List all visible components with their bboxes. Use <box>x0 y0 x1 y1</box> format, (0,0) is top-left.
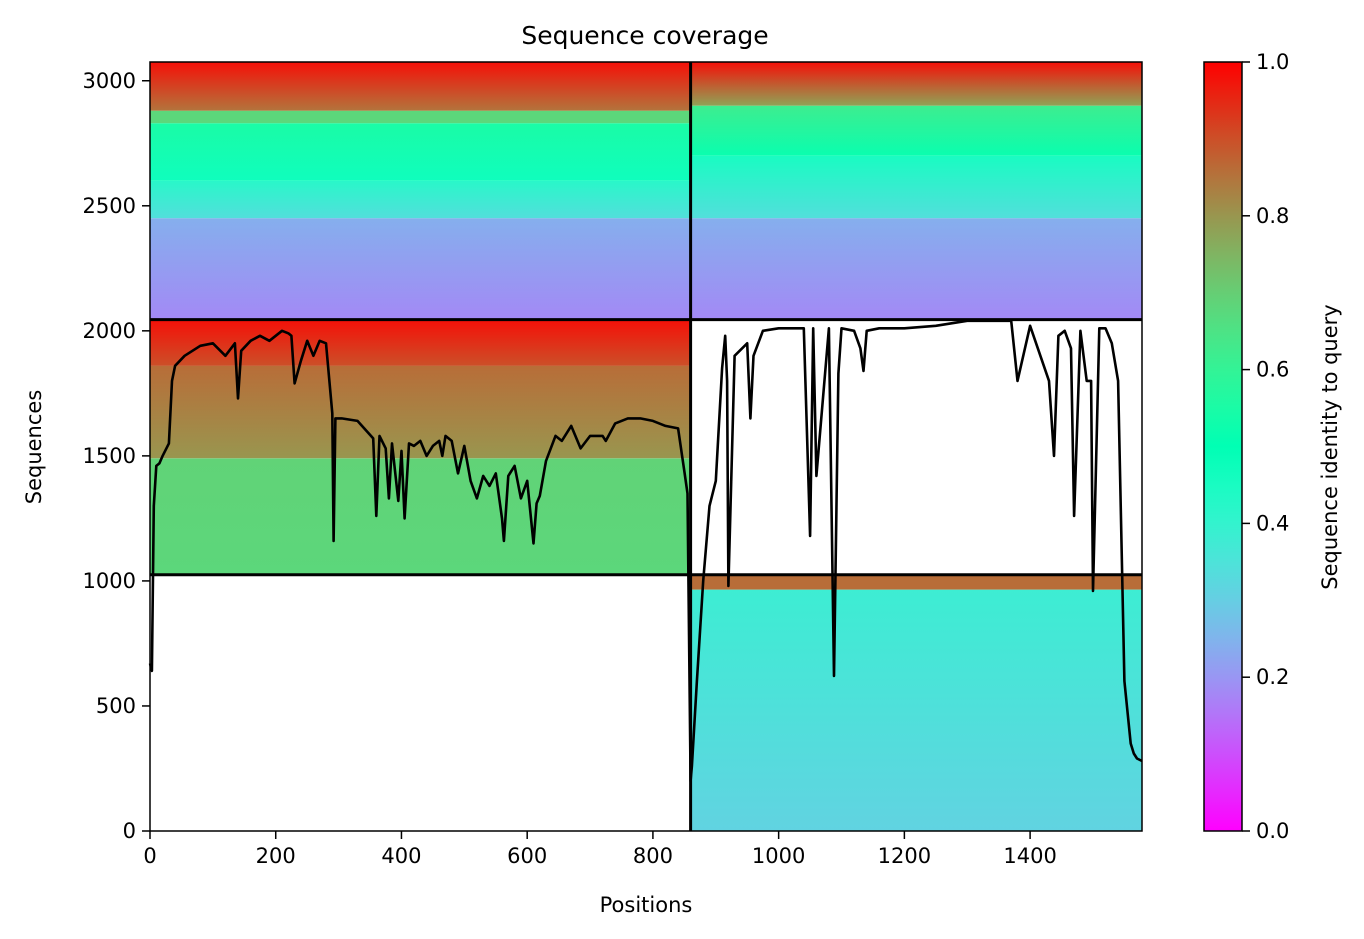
coverage-line-layer <box>148 319 1143 783</box>
heatmap-block-0-band-3 <box>150 180 691 219</box>
x-tick-label: 0 <box>143 844 156 868</box>
colorbar-gradient <box>1203 61 1243 832</box>
y-tick-label: 1000 <box>83 569 136 593</box>
heatmap-block-2-band-1 <box>150 365 691 459</box>
heatmap-block-1-band-0 <box>690 62 1142 106</box>
heatmap-block-2-band-0 <box>150 319 691 366</box>
heatmap-block-1-band-3 <box>690 218 1142 320</box>
y-tick-label: 2500 <box>83 194 136 218</box>
colorbar-title: Sequence identity to query <box>1318 304 1342 589</box>
y-tick-label: 2000 <box>83 319 136 343</box>
heatmap-block-0-band-1 <box>150 110 691 124</box>
heatmap-block-1-band-2 <box>690 155 1142 219</box>
heatmap-block-0-band-0 <box>150 62 691 111</box>
colorbar-tick-label: 0.0 <box>1256 819 1289 843</box>
heatmap-block-2-band-2 <box>150 458 691 575</box>
x-tick-label: 1200 <box>878 844 931 868</box>
x-tick-label: 200 <box>256 844 296 868</box>
x-tick-label: 1400 <box>1003 844 1056 868</box>
x-axis: 0 200 400 600 800 1000 1200 1400 <box>143 831 1057 868</box>
y-tick-label: 500 <box>96 694 136 718</box>
heatmap-block-0-band-2 <box>150 123 691 181</box>
coverage-line <box>148 319 1143 783</box>
colorbar: 0.0 0.2 0.4 0.6 0.8 1.0 Sequence identity to … <box>1203 50 1342 843</box>
x-tick-label: 1000 <box>752 844 805 868</box>
y-tick-label: 1500 <box>83 444 136 468</box>
coverage-heatmap <box>150 62 1142 831</box>
x-tick-label: 600 <box>507 844 547 868</box>
heatmap-block-1-band-1 <box>690 105 1142 156</box>
plot-frame <box>149 61 1143 832</box>
heatmap-block-3-band-1 <box>690 589 1142 831</box>
y-axis: 0 500 1000 1500 2000 2500 3000 <box>83 69 150 843</box>
x-tick-label: 800 <box>633 844 673 868</box>
colorbar-tick-label: 0.8 <box>1256 204 1289 228</box>
y-axis-title: Sequences <box>22 390 46 505</box>
y-tick-label: 3000 <box>83 69 136 93</box>
colorbar-tick-label: 0.6 <box>1256 358 1289 382</box>
chart-title: Sequence coverage <box>521 21 768 50</box>
heatmap-block-3-band-0 <box>690 574 1142 590</box>
colorbar-tick-label: 0.4 <box>1256 511 1289 535</box>
colorbar-ticks: 0.0 0.2 0.4 0.6 0.8 1.0 <box>1242 50 1289 843</box>
x-axis-title: Positions <box>600 893 693 917</box>
x-tick-label: 400 <box>381 844 421 868</box>
colorbar-tick-label: 0.2 <box>1256 665 1289 689</box>
colorbar-tick-label: 1.0 <box>1256 50 1289 74</box>
y-tick-label: 0 <box>123 819 136 843</box>
heatmap-block-0-band-4 <box>150 218 691 320</box>
